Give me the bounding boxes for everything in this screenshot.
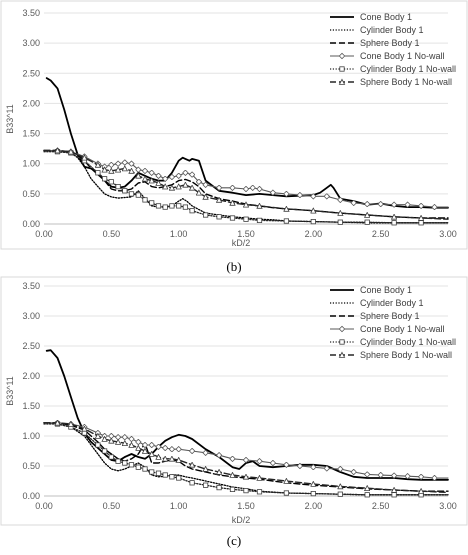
- x-tick-label: 0.50: [103, 501, 121, 511]
- x-tick-label: 2.00: [305, 501, 323, 511]
- y-tick-label: 2.00: [22, 371, 40, 381]
- y-tick-label: 3.00: [22, 38, 40, 48]
- legend: Cone Body 1 Cylinder Body 1 Sphere Body 1 C…: [330, 12, 456, 87]
- x-tick-label: 2.50: [372, 501, 390, 511]
- x-tick-label: 1.50: [237, 501, 255, 511]
- x-tick-label: 0.00: [35, 229, 53, 239]
- legend-marker: [338, 325, 346, 333]
- y-tick-label: 2.50: [22, 341, 40, 351]
- y-tick-labels: 0.00 0.50 1.00 1.50 2.00 2.50 3.00 3.50: [22, 8, 40, 229]
- legend-label: Cone Body 1 No-wall: [360, 324, 445, 334]
- x-tick-label: 3.00: [439, 501, 457, 511]
- legend-label: Cylinder Body 1 No-wall: [360, 337, 456, 347]
- legend-label: Sphere Body 1: [360, 311, 420, 321]
- panel-caption-c: (c): [227, 533, 241, 548]
- legend-label: Cylinder Body 1 No-wall: [360, 64, 456, 74]
- y-tick-label: 0.50: [22, 189, 40, 199]
- y-tick-label: 0.00: [22, 219, 40, 229]
- x-tick-label: 0.00: [35, 501, 53, 511]
- legend-marker: [339, 339, 345, 345]
- legend-marker: [338, 52, 346, 60]
- legend-label: Cone Body 1 No-wall: [360, 51, 445, 61]
- legend-label: Cone Body 1: [360, 285, 412, 295]
- legend-label: Sphere Body 1 No-wall: [360, 350, 452, 360]
- series-line-sphere-body-1-no-wall: [43, 151, 449, 220]
- series-line-sphere-body-1-no-wall: [43, 423, 449, 493]
- y-tick-label: 2.00: [22, 98, 40, 108]
- y-tick-label: 0.50: [22, 461, 40, 471]
- y-tick-label: 1.00: [22, 159, 40, 169]
- legend-marker: [338, 78, 346, 85]
- x-tick-labels: 0.00 0.50 1.00 1.50 2.00 2.50 3.00: [35, 229, 457, 239]
- x-tick-label: 1.00: [170, 501, 188, 511]
- legend: Cone Body 1 Cylinder Body 1 Sphere Body 1 C…: [330, 285, 456, 360]
- x-axis-label: kD/2: [232, 515, 251, 525]
- y-tick-label: 1.50: [22, 129, 40, 139]
- x-tick-label: 0.50: [103, 229, 121, 239]
- x-tick-labels: 0.00 0.50 1.00 1.50 2.00 2.50 3.00: [35, 501, 457, 511]
- y-tick-labels: 0.00 0.50 1.00 1.50 2.00 2.50 3.00 3.50: [22, 281, 40, 501]
- legend-label: Cylinder Body 1: [360, 298, 424, 308]
- x-tick-label: 1.00: [170, 229, 188, 239]
- y-tick-label: 1.00: [22, 431, 40, 441]
- chart-panel-b: 0.00 0.50 1.00 1.50 2.00 2.50 3.00 3.50 0.00 0.5…: [0, 0, 468, 250]
- y-axis-label: B33^11: [5, 376, 15, 406]
- y-tick-label: 1.50: [22, 401, 40, 411]
- y-tick-label: 3.50: [22, 281, 40, 291]
- x-tick-label: 2.50: [372, 229, 390, 239]
- chart-panel-c: 0.00 0.50 1.00 1.50 2.00 2.50 3.00 3.50 0.00 0.5…: [0, 276, 468, 526]
- legend-label: Sphere Body 1: [360, 38, 420, 48]
- legend-marker: [339, 66, 345, 72]
- y-tick-label: 3.00: [22, 311, 40, 321]
- x-tick-label: 3.00: [439, 229, 457, 239]
- legend-label: Cone Body 1: [360, 12, 412, 22]
- legend-marker: [338, 351, 346, 358]
- x-tick-label: 2.00: [305, 229, 323, 239]
- x-axis-label: kD/2: [232, 238, 251, 248]
- y-tick-label: 0.00: [22, 491, 40, 501]
- panel-caption-b: (b): [226, 259, 241, 274]
- y-tick-label: 3.50: [22, 8, 40, 18]
- legend-label: Cylinder Body 1: [360, 25, 424, 35]
- series-lines: [43, 349, 449, 498]
- series-lines: [43, 77, 449, 226]
- y-tick-label: 2.50: [22, 68, 40, 78]
- x-tick-label: 1.50: [237, 229, 255, 239]
- legend-label: Sphere Body 1 No-wall: [360, 77, 452, 87]
- y-axis-label: B33^11: [5, 104, 15, 134]
